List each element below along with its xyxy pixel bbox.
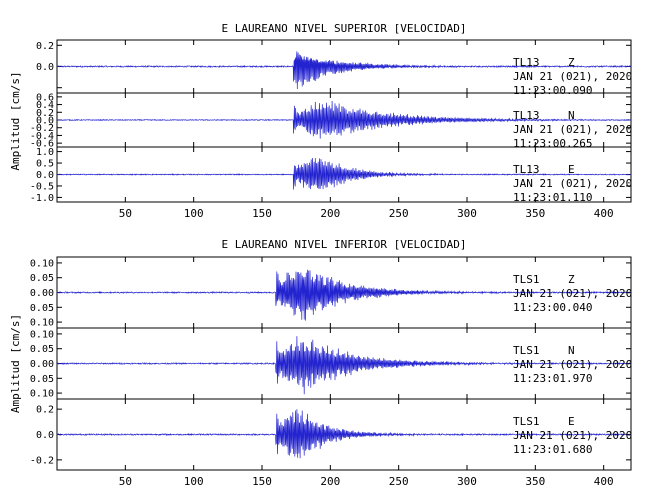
station-code: TLS1 xyxy=(513,415,540,428)
record-date: JAN 21 (021), 2020 xyxy=(513,70,632,83)
x-tick-label: 100 xyxy=(184,207,204,220)
x-tick-label: 400 xyxy=(594,475,614,488)
y-axis-label: Amplitud [cm/s] xyxy=(9,314,22,413)
component-label: E xyxy=(568,163,575,176)
x-tick-label: 350 xyxy=(525,475,545,488)
record-time: 11:23:00.040 xyxy=(513,301,592,314)
station-code: TLS1 xyxy=(513,344,540,357)
y-tick-label: 0.5 xyxy=(36,159,54,170)
y-tick-label: 0.00 xyxy=(30,359,54,370)
waveform-trace xyxy=(56,100,632,139)
record-time: 11:23:01.110 xyxy=(513,191,592,204)
x-tick-label: 150 xyxy=(252,475,272,488)
station-code: TL13 xyxy=(513,56,540,69)
station-code: TL13 xyxy=(513,109,540,122)
y-tick-label: -0.2 xyxy=(30,123,54,134)
y-tick-label: 0.10 xyxy=(30,318,54,329)
x-tick-label: 250 xyxy=(389,207,409,220)
y-tick-label: 0.2 xyxy=(36,405,54,416)
chart-title: E LAUREANO NIVEL INFERIOR [VELOCIDAD] xyxy=(221,238,466,251)
waveform-trace xyxy=(56,409,632,459)
station-code: TLS1 xyxy=(513,273,540,286)
y-tick-label: -0.5 xyxy=(30,181,54,192)
component-label: E xyxy=(568,415,575,428)
y-tick-label: 0.2 xyxy=(36,41,54,52)
y-tick-label: 0.00 xyxy=(30,288,54,299)
x-tick-label: 200 xyxy=(320,475,340,488)
y-axis-label: Amplitud [cm/s] xyxy=(9,71,22,170)
record-date: JAN 21 (021), 2020 xyxy=(513,123,632,136)
y-tick-label: 1.0 xyxy=(36,147,54,158)
component-label: Z xyxy=(568,56,575,69)
x-tick-label: 300 xyxy=(457,475,477,488)
x-tick-label: 400 xyxy=(594,207,614,220)
record-time: 11:23:00.090 xyxy=(513,84,592,97)
chart-nivel-inferior: E LAUREANO NIVEL INFERIOR [VELOCIDAD] Amp… xyxy=(9,238,632,488)
y-tick-label: 0.05 xyxy=(30,344,54,355)
waveform-trace xyxy=(56,269,632,321)
y-tick-label: -0.4 xyxy=(30,131,54,142)
waveform-trace xyxy=(56,157,632,190)
y-tick-label: 0.05 xyxy=(30,303,54,314)
y-tick-label: 0.10 xyxy=(30,258,54,269)
record-date: JAN 21 (021), 2020 xyxy=(513,358,632,371)
x-tick-label: 150 xyxy=(252,207,272,220)
y-tick-label: 0.10 xyxy=(30,329,54,340)
y-tick-label: 0.0 xyxy=(36,116,54,127)
record-time: 11:23:01.680 xyxy=(513,443,592,456)
y-tick-label: 0.4 xyxy=(36,100,54,111)
y-tick-label: 0.05 xyxy=(30,273,54,284)
x-tick-label: 50 xyxy=(119,475,132,488)
y-tick-label: 0.0 xyxy=(36,62,54,73)
component-label: N xyxy=(568,344,575,357)
component-label: N xyxy=(568,109,575,122)
station-code: TL13 xyxy=(513,163,540,176)
waveform-trace xyxy=(56,336,632,395)
record-date: JAN 21 (021), 2020 xyxy=(513,429,632,442)
y-tick-label: 0.05 xyxy=(30,374,54,385)
record-date: JAN 21 (021), 2020 xyxy=(513,177,632,190)
x-tick-label: 250 xyxy=(389,475,409,488)
y-tick-label: 0.0 xyxy=(36,430,54,441)
component-label: Z xyxy=(568,273,575,286)
y-tick-label: -1.0 xyxy=(30,193,54,204)
record-time: 11:23:00.265 xyxy=(513,137,592,150)
chart-title: E LAUREANO NIVEL SUPERIOR [VELOCIDAD] xyxy=(221,22,466,35)
x-tick-label: 200 xyxy=(320,207,340,220)
x-tick-label: 100 xyxy=(184,475,204,488)
y-tick-label: 0.2 xyxy=(36,108,54,119)
y-tick-label: 0.0 xyxy=(36,170,54,181)
y-tick-label: 0.10 xyxy=(30,389,54,400)
x-tick-label: 300 xyxy=(457,207,477,220)
y-tick-label: -0.6 xyxy=(30,139,54,150)
x-tick-label: 350 xyxy=(525,207,545,220)
waveform-trace xyxy=(56,51,632,90)
y-tick-label: -0.2 xyxy=(30,455,54,466)
record-time: 11:23:01.970 xyxy=(513,372,592,385)
x-tick-label: 50 xyxy=(119,207,132,220)
y-tick-label: 0.6 xyxy=(36,92,54,103)
record-date: JAN 21 (021), 2020 xyxy=(513,287,632,300)
chart-nivel-superior: E LAUREANO NIVEL SUPERIOR [VELOCIDAD] Amp… xyxy=(9,22,632,220)
